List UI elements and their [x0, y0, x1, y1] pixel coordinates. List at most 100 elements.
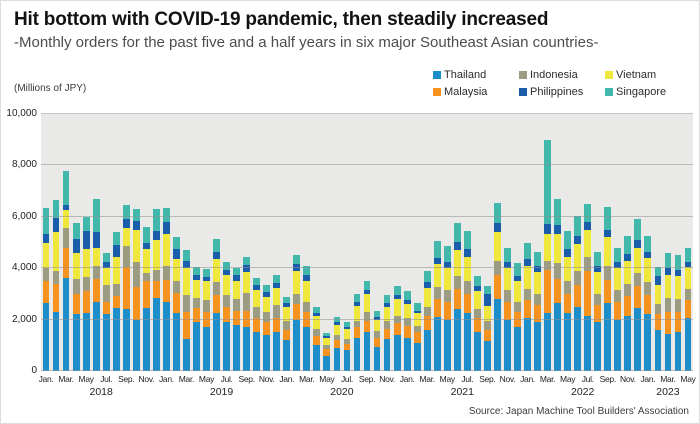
bar-segment-malaysia: [433, 299, 441, 318]
bar-segment-vietnam: [674, 275, 682, 300]
stacked-bar: [302, 114, 312, 371]
source-attribution: Source: Japan Machine Tool Builders' Ass…: [468, 406, 689, 417]
bar-segment-thailand: [283, 340, 291, 371]
stacked-bar: [151, 114, 161, 371]
bar-segment-vietnam: [52, 232, 60, 271]
x-axis-month-tick: May: [680, 374, 696, 384]
bar-segment-malaysia: [62, 247, 70, 279]
bar-segment-singapore: [664, 252, 672, 269]
bar-segment-singapore: [504, 247, 511, 262]
bar-segment-vietnam: [514, 281, 521, 302]
bar-segment-vietnam: [112, 256, 120, 284]
x-axis-month-slot: Mar.: [420, 374, 436, 385]
bar-segment-vietnam: [223, 274, 230, 296]
bar-segment-singapore: [162, 207, 170, 222]
bar-segment-singapore: [273, 274, 281, 283]
bar-segment-singapore: [132, 209, 140, 221]
bar-segment-malaysia: [664, 311, 672, 334]
bar-segment-vietnam: [393, 299, 401, 316]
stacked-bar: [322, 114, 332, 371]
bar-segment-vietnam: [664, 274, 672, 298]
bar-segment-singapore: [173, 237, 180, 249]
bar-segment-philippines: [433, 257, 441, 265]
legend-swatch-icon: [433, 70, 441, 79]
bar-segment-thailand: [52, 311, 60, 371]
x-axis-month-tick: May: [198, 374, 215, 384]
stacked-bar: [613, 114, 623, 371]
bar-segment-singapore: [393, 286, 401, 296]
bar-segment-philippines: [152, 230, 160, 240]
bar-segment-thailand: [203, 327, 210, 371]
bar-segment-philippines: [634, 239, 642, 248]
bar-segment-singapore: [473, 275, 481, 287]
bar-segment-singapore: [674, 255, 682, 270]
bar-segment-philippines: [223, 269, 230, 275]
bar-segment-singapore: [62, 170, 70, 206]
bar-segment-thailand: [433, 317, 441, 371]
x-axis-month-tick: Jan.: [279, 374, 295, 384]
bar-segment-indonesia: [162, 265, 170, 280]
stacked-bar: [452, 114, 462, 371]
bar-segment-singapore: [263, 285, 271, 292]
bar-segment-singapore: [644, 236, 652, 252]
bar-segment-singapore: [534, 251, 541, 266]
bar-segment-singapore: [343, 322, 351, 327]
bar-segment-indonesia: [514, 301, 521, 312]
y-axis-tick-labels: 0 2,000 4,000 6,000 8,000 10,000: [1, 109, 37, 376]
x-axis-month-tick: Jul.: [461, 374, 474, 384]
bar-segment-singapore: [494, 202, 501, 224]
legend-item-vietnam: Vietnam: [605, 67, 691, 82]
legend-item-indonesia: Indonesia: [519, 67, 605, 82]
x-axis-month-slot: May: [198, 374, 215, 385]
bar-segment-indonesia: [473, 309, 481, 319]
bar-segment-thailand: [122, 309, 130, 371]
bar-segment-thailand: [654, 329, 662, 371]
stacked-bar: [71, 114, 81, 371]
bar-segment-thailand: [584, 315, 592, 371]
legend-label: Vietnam: [616, 68, 657, 81]
bar-segment-indonesia: [343, 338, 351, 345]
stacked-bar: [91, 114, 101, 371]
bar-segment-malaysia: [483, 329, 491, 342]
bar-segment-philippines: [213, 252, 220, 260]
bar-segment-indonesia: [594, 293, 602, 306]
bar-segment-thailand: [373, 346, 381, 371]
x-axis-month-slot: May: [319, 374, 334, 385]
bar-segment-philippines: [243, 265, 251, 273]
x-axis-month-slot: May: [560, 374, 575, 385]
bar-segment-malaysia: [473, 318, 481, 333]
bar-segment-indonesia: [203, 300, 210, 312]
bar-segment-malaysia: [142, 281, 150, 309]
bar-segment-philippines: [654, 275, 662, 285]
page-subtitle: -Monthly orders for the past five and a …: [14, 34, 599, 51]
bar-segment-indonesia: [303, 301, 311, 312]
bar-segment-singapore: [453, 222, 461, 243]
bar-segment-singapore: [42, 207, 50, 234]
bar-segment-vietnam: [473, 291, 481, 310]
bar-segment-vietnam: [403, 304, 411, 319]
y-axis-tick: 10,000: [6, 108, 37, 119]
x-axis-month-slot: Jan.: [279, 374, 295, 385]
bar-segment-philippines: [423, 282, 431, 288]
x-axis-month-slot: Nov.: [139, 374, 155, 385]
legend-item-singapore: Singapore: [605, 84, 691, 99]
bar-segment-philippines: [453, 242, 461, 251]
bar-segment-philippines: [52, 218, 60, 233]
bar-segment-singapore: [333, 317, 341, 323]
bar-segment-singapore: [544, 139, 551, 225]
bar-segment-indonesia: [122, 246, 130, 267]
gridline: [41, 113, 693, 114]
bar-segment-indonesia: [313, 328, 321, 337]
bar-segment-vietnam: [433, 264, 441, 288]
bar-segment-vietnam: [604, 237, 612, 266]
bar-segment-vietnam: [423, 287, 431, 307]
x-axis-month-slot: Nov.: [620, 374, 636, 385]
bar-segment-malaysia: [263, 322, 271, 336]
bar-segment-malaysia: [283, 329, 291, 341]
bar-segment-vietnam: [684, 266, 692, 289]
bar-segment-singapore: [514, 263, 521, 276]
stacked-bar: [553, 114, 563, 371]
bar-segment-indonesia: [293, 293, 301, 305]
stacked-bar: [362, 114, 372, 371]
bar-segment-philippines: [584, 221, 592, 230]
